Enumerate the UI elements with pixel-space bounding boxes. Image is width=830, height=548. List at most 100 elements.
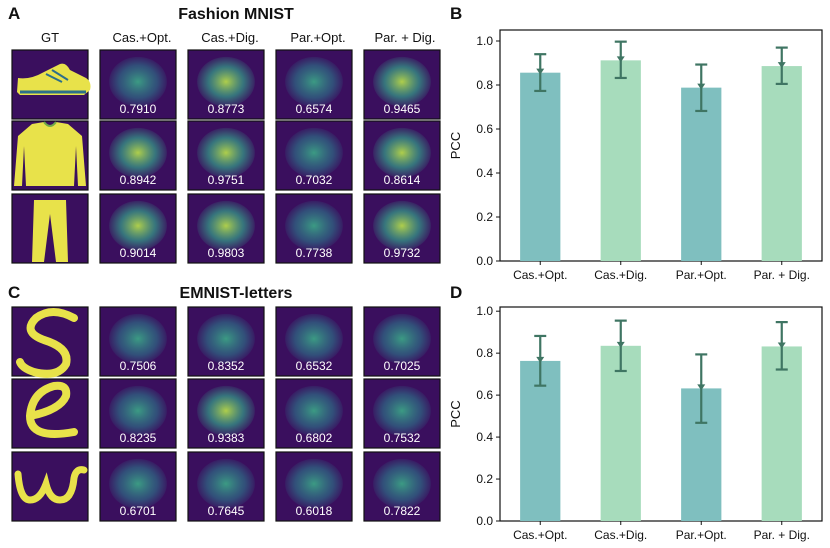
reconstruction-blob: [285, 385, 343, 436]
pcc-value-label: 0.7645: [208, 504, 245, 518]
y-tick-label: 1.0: [476, 34, 493, 48]
reconstruction-blob: [197, 200, 255, 251]
reconstruction-blob: [285, 56, 343, 107]
pcc-value-label: 0.9751: [208, 173, 245, 187]
x-tick-label: Cas.+Opt.: [513, 528, 567, 542]
column-label: Par.+Opt.: [290, 30, 345, 45]
pcc-value-label: 0.6018: [296, 504, 333, 518]
fashion-mnist-grid: 0.7910 0.8773 0.6574 0.9465 0.8942 0.9751 0.70…: [11, 49, 441, 264]
gt-letter-e-image: [25, 381, 78, 438]
column-label: GT: [41, 30, 59, 45]
y-axis-label: PCC: [448, 400, 463, 427]
bar: [600, 345, 641, 521]
pcc-value-label: 0.7910: [120, 102, 157, 116]
y-tick-label: 0.2: [476, 472, 493, 486]
pcc-value-label: 0.7532: [384, 431, 421, 445]
gt-sweater-image: [14, 121, 86, 186]
mean-marker: [536, 68, 545, 75]
reconstruction-blob: [197, 313, 255, 364]
gt-letter-w-image: [14, 466, 88, 504]
emnist-letters-grid: 0.7506 0.8352 0.6532 0.7025 0.8235 0.9383 0.68…: [11, 306, 441, 522]
mean-marker: [536, 356, 545, 363]
bar: [681, 87, 722, 261]
gt-letter-s-image: [16, 308, 78, 378]
reconstruction-blob: [373, 313, 431, 364]
mean-marker: [777, 62, 786, 69]
x-tick-label: Par.+Opt.: [676, 268, 727, 282]
y-tick-label: 1.0: [476, 304, 493, 318]
y-tick-label: 0.0: [476, 514, 493, 528]
reconstruction-blob: [109, 127, 167, 178]
reconstruction-blob: [373, 458, 431, 509]
column-label: Par. + Dig.: [374, 30, 435, 45]
reconstruction-blob: [197, 385, 255, 436]
pcc-value-label: 0.8352: [208, 359, 245, 373]
bar: [600, 60, 641, 261]
y-tick-label: 0.4: [476, 166, 493, 180]
pcc-value-label: 0.8773: [208, 102, 245, 116]
reconstruction-blob: [197, 127, 255, 178]
pcc-value-label: 0.6532: [296, 359, 333, 373]
mean-marker: [697, 384, 706, 391]
reconstruction-blob: [285, 313, 343, 364]
reconstruction-blob: [109, 458, 167, 509]
reconstruction-blob: [109, 56, 167, 107]
reconstruction-blob: [197, 56, 255, 107]
reconstruction-blob: [285, 127, 343, 178]
x-tick-label: Cas.+Opt.: [513, 268, 567, 282]
column-headers: GT Cas.+Opt. Cas.+Dig. Par.+Opt. Par. + …: [41, 30, 436, 45]
pcc-value-label: 0.9014: [120, 246, 157, 260]
mean-marker: [616, 56, 625, 63]
pcc-value-label: 0.9803: [208, 246, 245, 260]
reconstruction-blob: [109, 313, 167, 364]
y-tick-label: 0.6: [476, 122, 493, 136]
bar: [520, 72, 561, 262]
pcc-value-label: 0.7025: [384, 359, 421, 373]
pcc-value-label: 0.6701: [120, 504, 157, 518]
plot-frame: [499, 29, 823, 262]
panel-a-letter: A: [8, 4, 20, 23]
panel-b-letter: B: [450, 4, 462, 23]
x-tick-label: Par. + Dig.: [754, 268, 810, 282]
pcc-value-label: 0.7506: [120, 359, 157, 373]
reconstruction-blob: [373, 127, 431, 178]
pcc-value-label: 0.7738: [296, 246, 333, 260]
panel-a-title: Fashion MNIST: [178, 6, 294, 23]
mean-marker: [616, 341, 625, 348]
y-tick-label: 0.4: [476, 430, 493, 444]
pcc-value-label: 0.9465: [384, 102, 421, 116]
mean-marker: [777, 342, 786, 349]
reconstruction-blob: [373, 56, 431, 107]
y-tick-label: 0.2: [476, 210, 493, 224]
x-tick-label: Par. + Dig.: [754, 528, 810, 542]
y-tick-label: 0.0: [476, 254, 493, 268]
pcc-value-label: 0.6574: [296, 102, 333, 116]
y-tick-label: 0.8: [476, 78, 493, 92]
pcc-value-label: 0.7032: [296, 173, 333, 187]
column-label: Cas.+Opt.: [113, 30, 172, 45]
bar: [761, 346, 802, 521]
reconstruction-blob: [109, 200, 167, 251]
reconstruction-blob: [373, 200, 431, 251]
pcc-value-label: 0.9732: [384, 246, 421, 260]
pcc-value-label: 0.7822: [384, 504, 421, 518]
pcc-value-label: 0.9383: [208, 431, 245, 445]
panel-c-letter: C: [8, 283, 20, 302]
reconstruction-blob: [197, 458, 255, 509]
bar: [520, 360, 561, 521]
column-label: Cas.+Dig.: [201, 30, 258, 45]
x-tick-label: Par.+Opt.: [676, 528, 727, 542]
chart-b: 0.0 0.2 0.4 0.6 0.8 1.0 PCC Cas.+Opt. Cas.+Dig. P…: [448, 29, 823, 282]
y-axis-label: PCC: [448, 132, 463, 159]
reconstruction-blob: [285, 200, 343, 251]
panel-d-letter: D: [450, 283, 462, 302]
reconstruction-blob: [373, 385, 431, 436]
chart-d: 0.0 0.2 0.4 0.6 0.8 1.0 PCC Cas.+Opt. Cas.+Dig. P…: [448, 304, 823, 542]
bar: [761, 66, 802, 261]
pcc-value-label: 0.6802: [296, 431, 333, 445]
x-tick-label: Cas.+Dig.: [594, 268, 647, 282]
pcc-value-label: 0.8235: [120, 431, 157, 445]
plot-frame: [499, 306, 823, 522]
y-tick-label: 0.6: [476, 388, 493, 402]
